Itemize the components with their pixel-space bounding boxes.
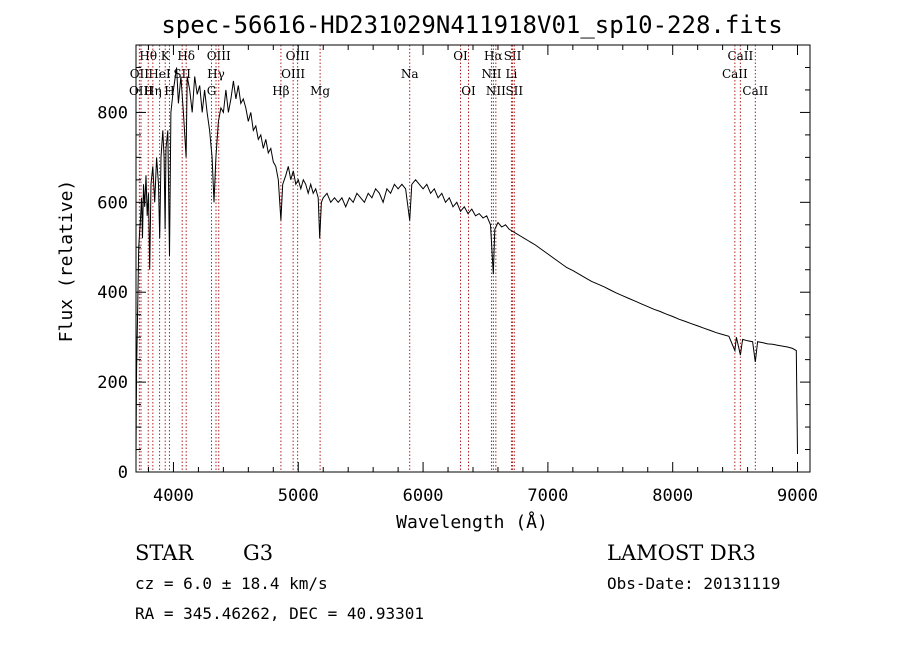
plot-frame	[135, 44, 811, 473]
line-marker-label: OI	[453, 49, 468, 63]
y-tick-label: 600	[97, 193, 128, 213]
subclass: G3	[243, 541, 273, 565]
line-marker-label: Hβ	[272, 84, 289, 98]
line-marker-label: OII	[130, 67, 150, 81]
y-axis-label: Flux (relative)	[56, 180, 77, 343]
y-axis: 0 200 400 600 800	[97, 44, 810, 483]
object-class: STAR	[135, 541, 194, 565]
y-tick-label: 800	[97, 103, 128, 123]
line-marker-label: OIII	[129, 84, 153, 98]
line-marker-label: HeI	[148, 67, 171, 81]
x-axis: 4000 5000 6000 7000 8000 9000	[147, 45, 818, 506]
line-marker-label: Mg	[310, 84, 330, 98]
spectrum-series	[135, 67, 798, 455]
x-tick-label: 4000	[153, 486, 194, 506]
line-marker-label: OIII	[207, 49, 231, 63]
line-marker-label: OIII	[281, 67, 305, 81]
line-marker-label: OIII	[286, 49, 310, 63]
line-marker-label: CaII	[742, 84, 768, 98]
x-tick-label: 6000	[403, 486, 444, 506]
redshift-readout: cz = 6.0 ± 18.4 km/s	[135, 574, 328, 593]
line-marker-label: NII	[486, 84, 506, 98]
line-marker-label: OI	[461, 84, 476, 98]
line-marker-label: Hθ	[139, 49, 157, 63]
line-marker-label: Li	[506, 67, 518, 81]
chart-title: spec-56616-HD231029N411918V01_sp10-228.f…	[161, 11, 782, 39]
x-tick-label: 5000	[278, 486, 319, 506]
spectrum-line	[135, 67, 798, 455]
x-tick-label: 8000	[652, 486, 693, 506]
line-marker-label: Hγ	[207, 67, 225, 81]
x-axis-label: Wavelength (Å)	[396, 511, 548, 533]
y-tick-label: 0	[118, 463, 128, 483]
line-markers: Hθ OII OIII K HeI Hη H Hδ SII OIII Hγ G OIII OIII Hβ Mg…	[129, 45, 768, 472]
y-tick-label: 400	[97, 283, 128, 303]
line-marker-label: G	[207, 84, 217, 98]
line-marker-label: CaII	[727, 49, 753, 63]
survey-name: LAMOST DR3	[607, 541, 756, 565]
line-marker-label: Hα	[484, 49, 503, 63]
line-marker-label: SII	[505, 84, 523, 98]
line-marker-label: Hη	[144, 84, 162, 98]
line-marker-label: Hδ	[177, 49, 195, 63]
line-marker-label: K	[161, 49, 171, 63]
line-marker-label: Na	[401, 67, 419, 81]
line-marker-label: NII	[481, 67, 501, 81]
coordinates-readout: RA = 345.46262, DEC = 40.93301	[135, 604, 424, 623]
x-tick-label: 7000	[527, 486, 568, 506]
y-tick-label: 200	[97, 373, 128, 393]
line-marker-label: SII	[504, 49, 522, 63]
line-marker-label: CaII	[722, 67, 748, 81]
x-tick-label: 9000	[777, 486, 818, 506]
observation-date: Obs-Date: 20131119	[607, 574, 780, 593]
line-marker-label: H	[164, 84, 174, 98]
